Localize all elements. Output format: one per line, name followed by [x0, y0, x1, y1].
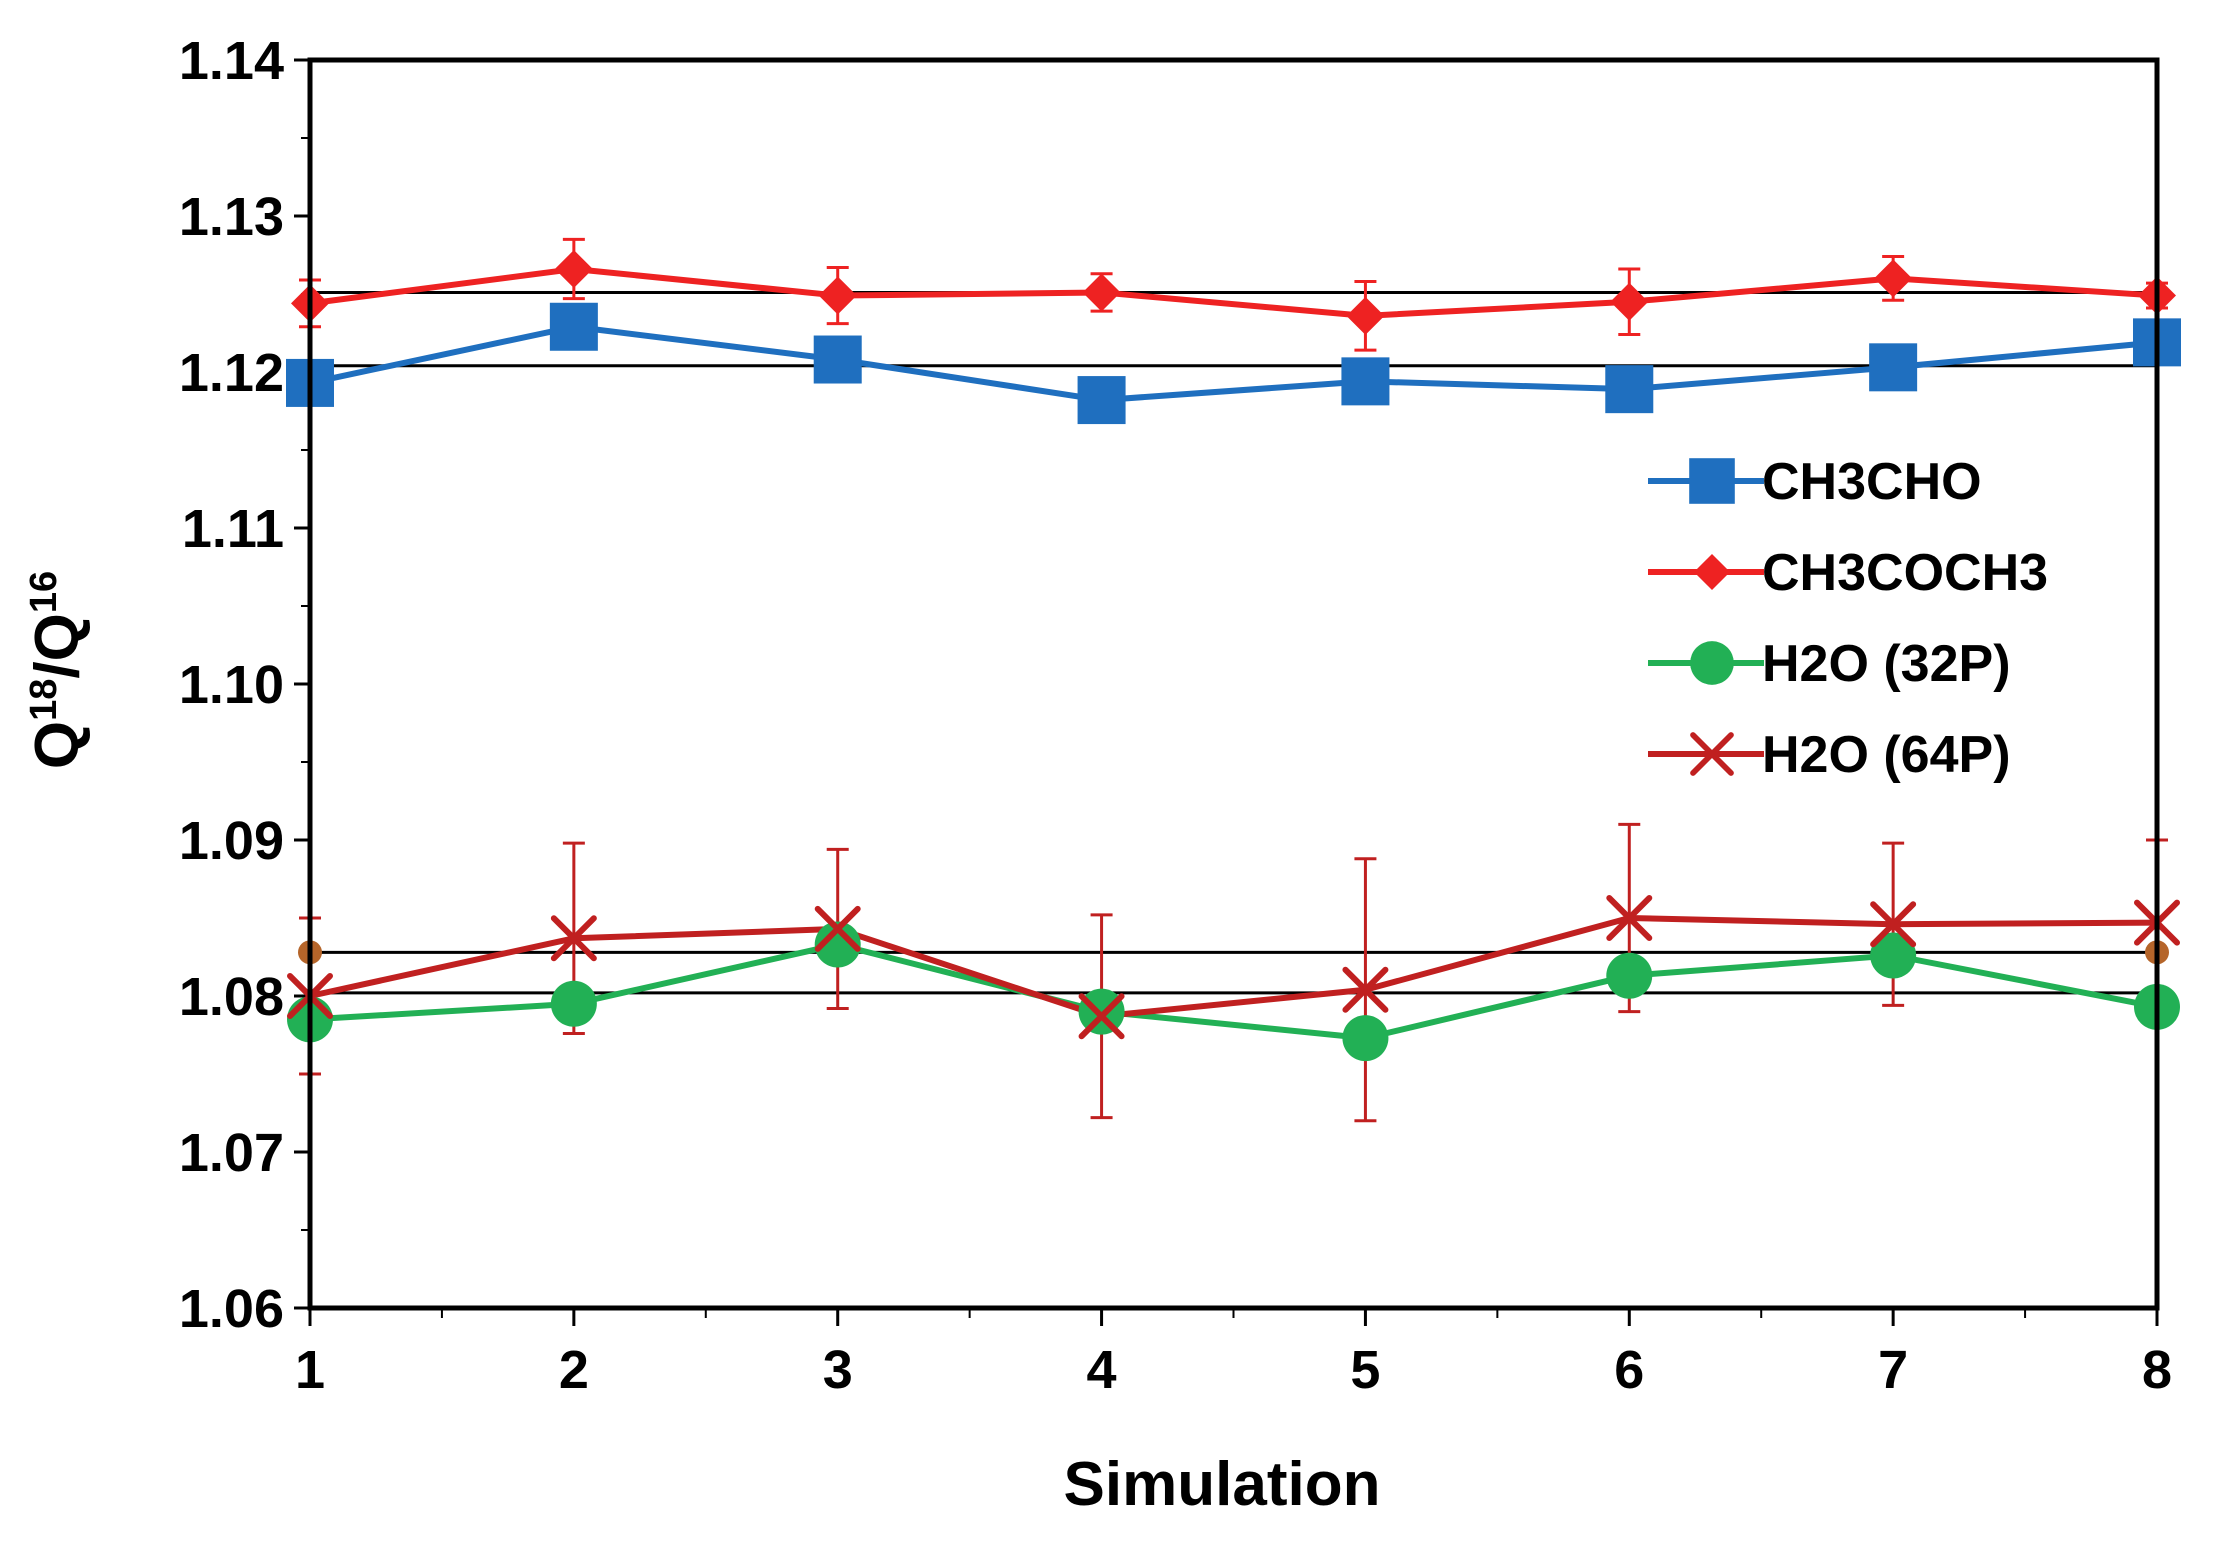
series-line-ch3cho [309, 323, 2158, 404]
marker-h2o-64p [1870, 901, 1917, 948]
legend-marker-ch3cho [1689, 458, 1735, 504]
marker-h2o-32p [814, 921, 861, 968]
marker-ch3cho [1869, 343, 1918, 392]
x-tick-label: 5 [1350, 1340, 1380, 1400]
x-tick-label: 1 [295, 1340, 325, 1400]
y-tick-label: 1.13 [179, 187, 284, 247]
legend-label-ch3cho: CH3CHO [1762, 453, 1982, 511]
y-tick-label: 1.07 [179, 1123, 284, 1183]
marker-ch3cho [813, 335, 862, 384]
x-tick-labels: 1 2 3 4 5 6 7 8 [295, 1340, 2172, 1400]
marker-ch3coch3 [818, 276, 857, 315]
marker-h2o-64p [1342, 966, 1389, 1013]
legend-label-h2o-32p: H2O (32P) [1762, 635, 2011, 693]
marker-ch3coch3 [1082, 273, 1121, 312]
y-tick-label: 1.11 [182, 499, 284, 559]
y-tick-label: 1.08 [179, 967, 284, 1027]
marker-ch3cho [1605, 365, 1654, 414]
marker-h2o-32p [550, 980, 597, 1027]
marker-h2o-64p [814, 905, 861, 952]
reference-lines [310, 290, 2157, 995]
marker-h2o-64p [1606, 895, 1653, 941]
y-title-sup2: 16 [23, 571, 65, 613]
marker-ch3cho [549, 302, 598, 351]
series-line-ch3coch3 [309, 266, 2158, 319]
y-title-base: Q [23, 721, 92, 769]
y-axis-title: Q18/Q16 [23, 571, 92, 769]
marker-h2o-64p [550, 915, 597, 962]
series-markers [286, 250, 2181, 1062]
y-tick-label: 1.09 [179, 811, 284, 871]
x-tick-label: 6 [1614, 1340, 1644, 1400]
marker-ch3coch3 [554, 250, 593, 289]
marker-ch3coch3 [1346, 296, 1385, 335]
marker-ch3coch3 [1874, 259, 1913, 298]
x-axis-title: Simulation [1064, 1450, 1381, 1519]
legend-label-h2o-64p: H2O (64P) [1762, 726, 2011, 784]
marker-h2o-32p [1870, 932, 1917, 979]
legend: CH3CHO CH3COCH3 H2O (32P) H2O (64P) [1648, 453, 2048, 784]
legend-label-ch3coch3: CH3COCH3 [1762, 544, 2048, 602]
y-tick-label: 1.14 [179, 31, 284, 91]
marker-h2o-32p [1606, 952, 1653, 999]
x-tick-label: 8 [2142, 1340, 2172, 1400]
x-tick-label: 2 [559, 1340, 589, 1400]
x-tick-label: 7 [1878, 1340, 1908, 1400]
y-title-sup1: 18 [23, 679, 65, 721]
marker-ch3cho [1341, 357, 1390, 406]
marker-h2o-32p [1342, 1015, 1389, 1062]
y-tick-label: 1.10 [179, 655, 284, 715]
marker-ch3cho [1077, 376, 1126, 425]
legend-marker-h2o-64p [1690, 732, 1734, 776]
y-title-sep: /Q [23, 613, 92, 678]
marker-h2o-32p [1078, 988, 1125, 1035]
series-line-h2o-64p [309, 915, 2158, 1020]
y-tick-label: 1.06 [179, 1279, 284, 1339]
marker-ch3coch3 [1610, 282, 1649, 321]
x-tick-label: 4 [1087, 1340, 1117, 1400]
y-tick-label: 1.12 [179, 343, 284, 403]
series-line-h2o-32p [309, 941, 2158, 1042]
marker-h2o-64p [1078, 993, 1125, 1040]
plot-frame [307, 57, 2160, 1311]
legend-marker-ch3coch3 [1693, 553, 1731, 591]
legend-marker-h2o-32p [1690, 641, 1734, 685]
x-tick-label: 3 [823, 1340, 853, 1400]
series-lines [309, 266, 2158, 1042]
y-tick-labels: 1.06 1.07 1.08 1.09 1.10 1.11 1.12 1.13 1.14 [179, 31, 284, 1339]
